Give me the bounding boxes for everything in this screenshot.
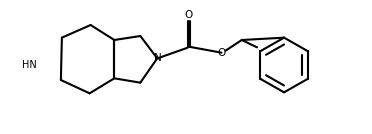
- Text: HN: HN: [22, 60, 37, 70]
- Text: O: O: [185, 10, 193, 20]
- Text: O: O: [218, 48, 226, 58]
- Text: N: N: [154, 53, 161, 63]
